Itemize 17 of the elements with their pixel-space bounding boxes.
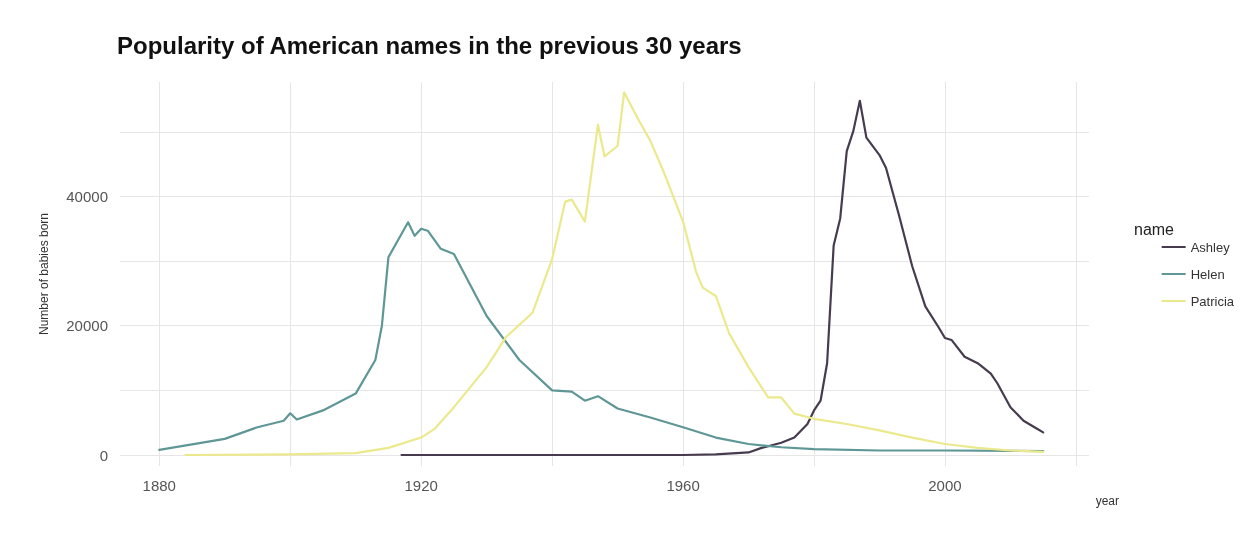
y-tick-label: 0	[99, 446, 108, 464]
x-tick-label: 1880	[142, 477, 176, 494]
y-tick-label: 40000	[66, 187, 108, 205]
y-tick-label: 20000	[66, 317, 108, 335]
legend-label: Ashley	[1190, 239, 1231, 255]
y-axis-title: Number of babies born	[37, 212, 51, 336]
legend-label: Patricia	[1190, 293, 1235, 309]
line-series	[400, 99, 1045, 457]
chart-title: Popularity of American names in the previous 30 years	[117, 31, 742, 59]
x-tick-label: 1960	[666, 477, 700, 494]
legend-title: name	[1133, 220, 1175, 238]
x-tick-label: 1920	[404, 477, 438, 494]
x-tick-label: 2000	[928, 477, 962, 494]
x-axis-title: year	[1095, 494, 1119, 509]
line-series	[158, 221, 1045, 453]
legend-label: Helen	[1190, 266, 1225, 282]
line-series	[184, 91, 1045, 457]
